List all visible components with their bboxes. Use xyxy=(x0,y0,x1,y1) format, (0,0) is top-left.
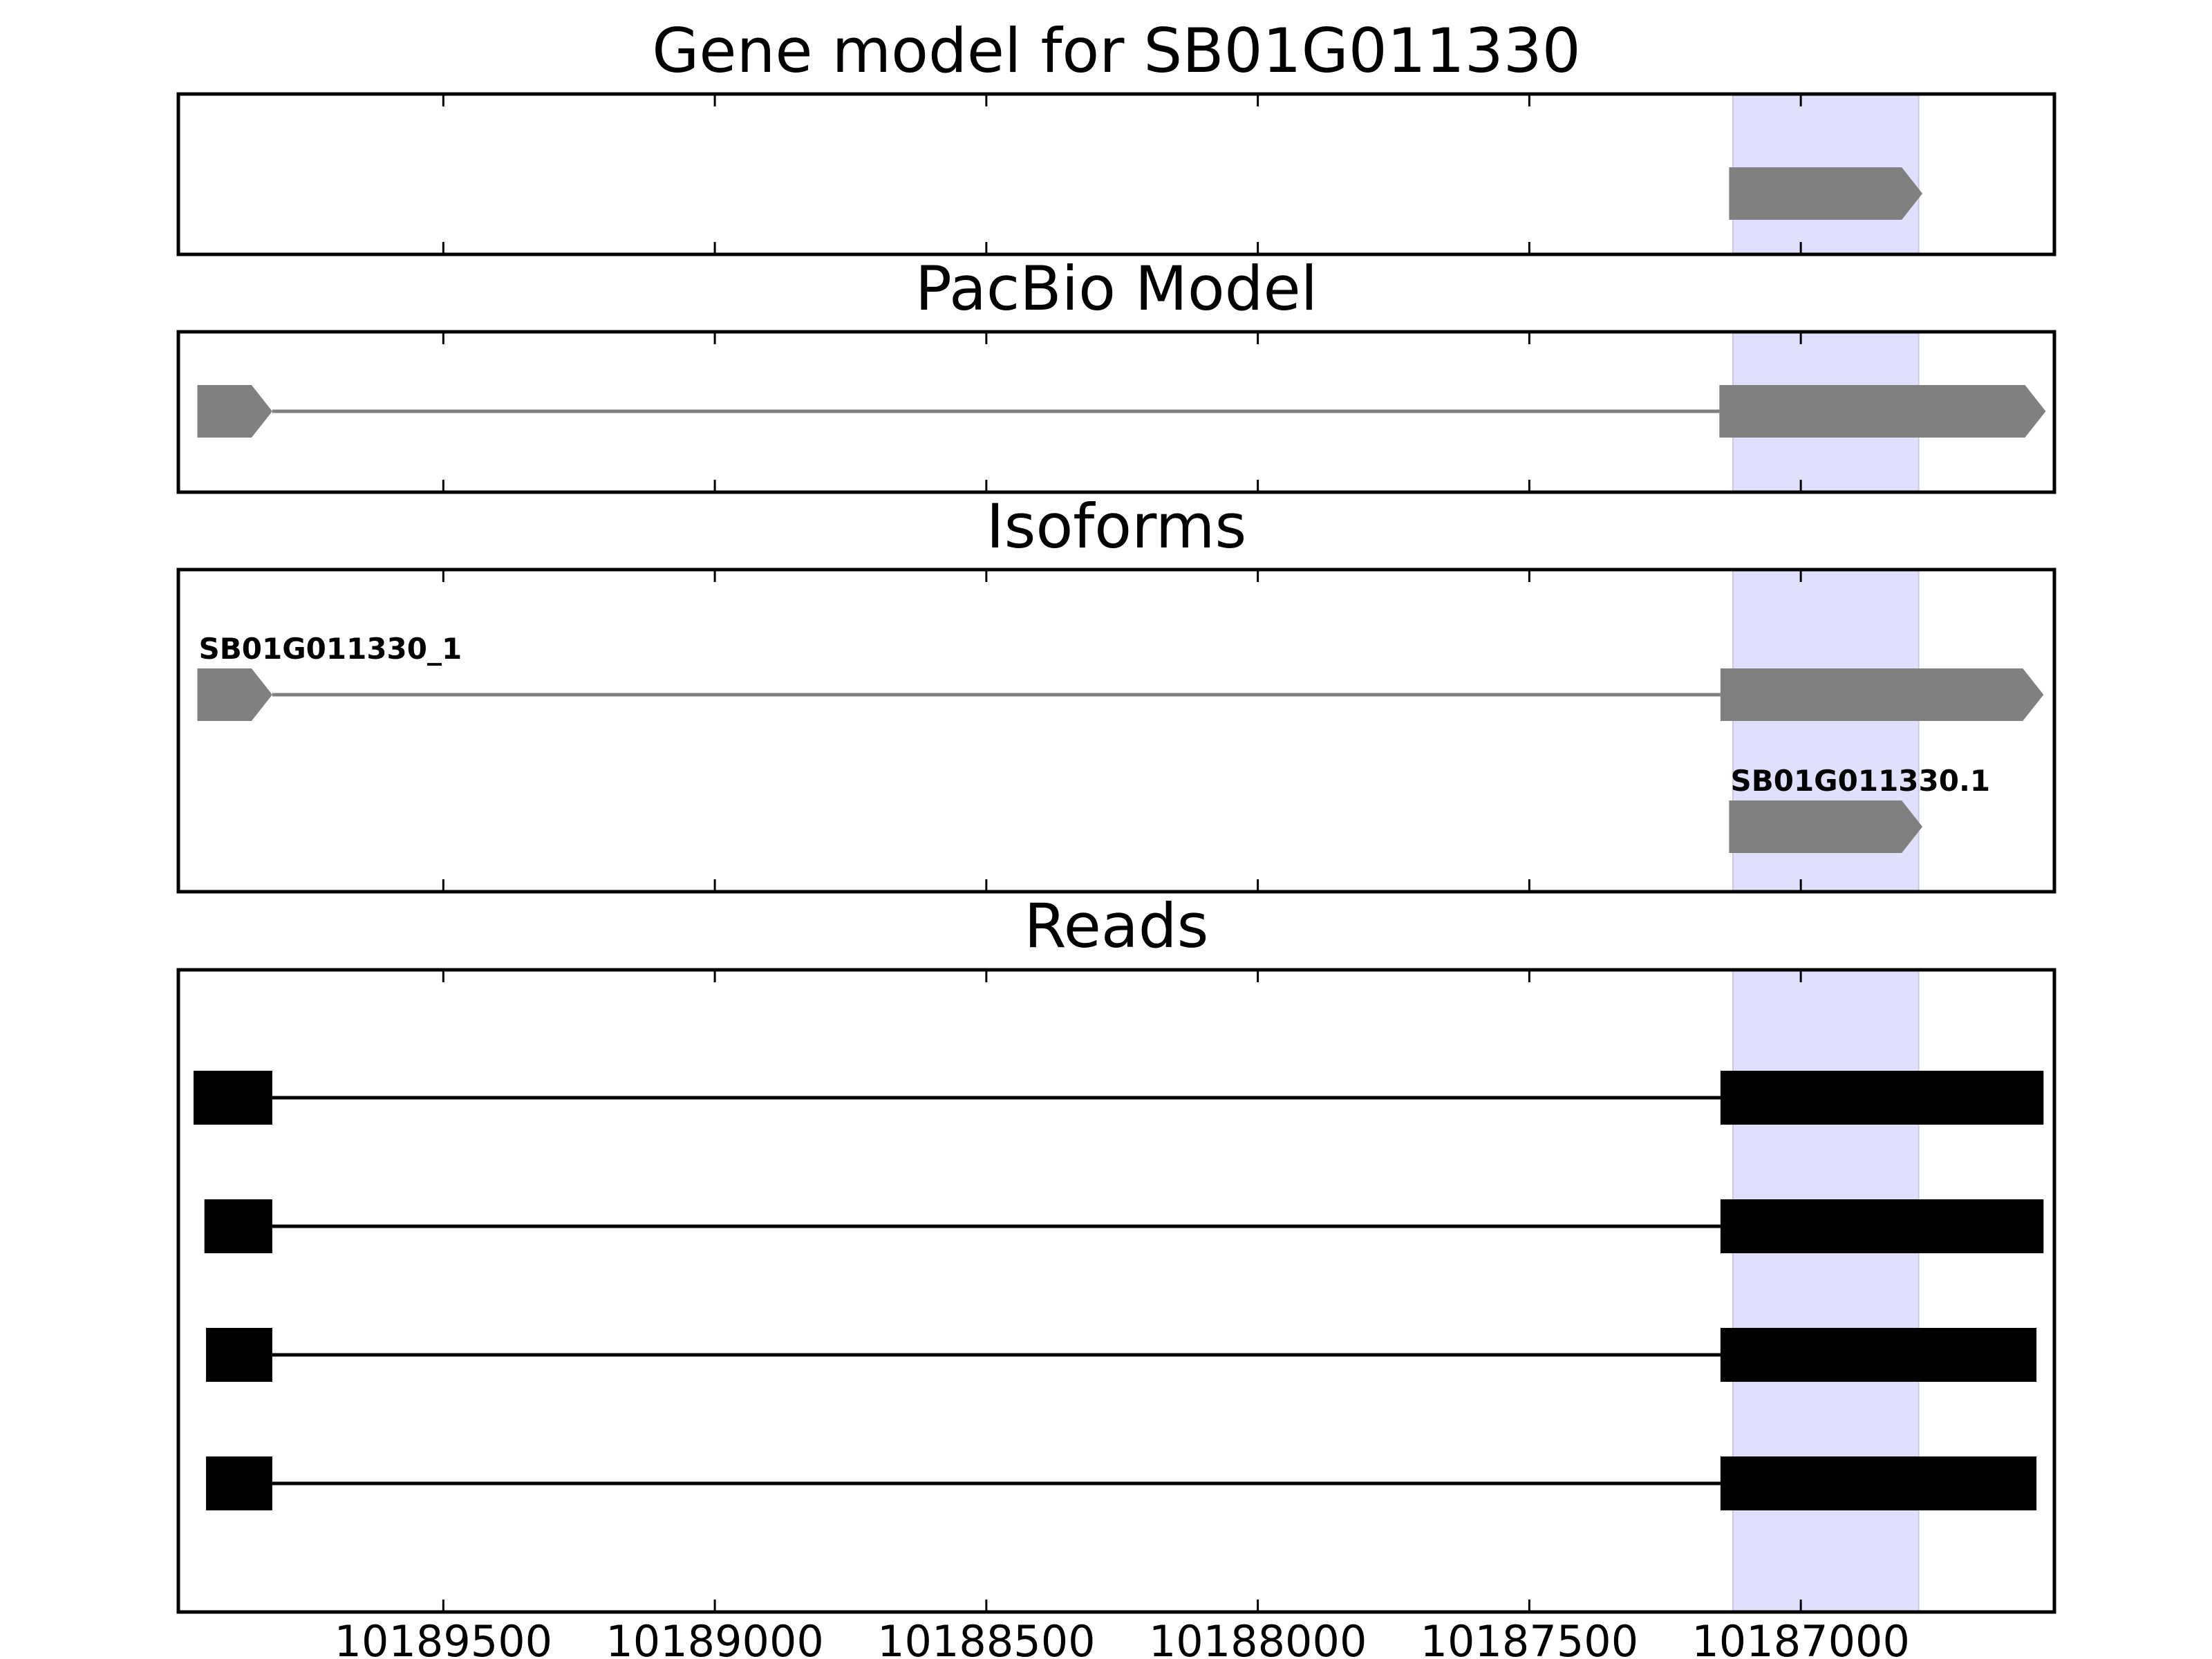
read-track xyxy=(204,1199,2044,1253)
gene-track: SB01G011330_1 xyxy=(197,632,2044,721)
x-tick-label: 10187000 xyxy=(1691,1616,1910,1659)
x-tick-label: 10188000 xyxy=(1149,1616,1367,1659)
read-block xyxy=(1720,1456,2037,1510)
read-track xyxy=(193,1071,2044,1125)
panel-2: SB01G011330_1 SB01G011330.1 Isoforms xyxy=(176,491,2056,894)
read-track xyxy=(206,1328,2037,1382)
exon-arrow xyxy=(197,385,272,438)
x-tick-label: 10189500 xyxy=(335,1616,553,1659)
exon-arrow xyxy=(197,668,272,721)
gene-track xyxy=(197,385,2046,438)
gene-track xyxy=(1729,167,1923,220)
exon-arrow xyxy=(1720,668,2044,721)
panel-3: Reads xyxy=(176,890,2056,1614)
highlight-band xyxy=(1732,969,1920,1613)
read-block xyxy=(1720,1328,2037,1382)
exon-arrow xyxy=(1729,167,1923,220)
panel-title: Gene model for SB01G011330 xyxy=(652,15,1581,86)
panel-frame xyxy=(176,92,2056,256)
x-tick-label: 10187500 xyxy=(1421,1616,1639,1659)
panel-title: Isoforms xyxy=(986,491,1247,562)
isoform-label: SB01G011330.1 xyxy=(1730,764,1990,798)
read-block xyxy=(206,1456,272,1510)
x-tick-label: 10189000 xyxy=(606,1616,824,1659)
panel-frame xyxy=(176,568,2056,894)
exon-arrow xyxy=(1719,385,2046,438)
isoform-label: SB01G011330_1 xyxy=(198,632,462,666)
read-block xyxy=(1720,1071,2044,1125)
panel-frame xyxy=(176,330,2056,494)
x-tick-label: 10188500 xyxy=(877,1616,1096,1659)
panel-title: Reads xyxy=(1024,890,1209,962)
gene-track: SB01G011330.1 xyxy=(1729,764,1990,853)
read-block xyxy=(193,1071,272,1125)
panel-0: Gene model for SB01G011330 xyxy=(176,15,2056,256)
panel-1: PacBio Model xyxy=(176,253,2056,494)
read-block xyxy=(206,1328,272,1382)
exon-arrow xyxy=(1729,800,1923,853)
panel-title: PacBio Model xyxy=(915,253,1318,324)
read-block xyxy=(204,1199,272,1253)
read-block xyxy=(1720,1199,2044,1253)
read-track xyxy=(206,1456,2037,1510)
panel-frame xyxy=(176,968,2056,1614)
